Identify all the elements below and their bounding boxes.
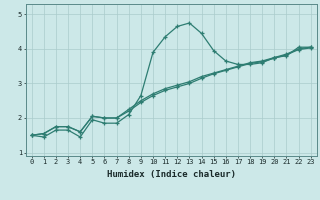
X-axis label: Humidex (Indice chaleur): Humidex (Indice chaleur) [107,170,236,179]
